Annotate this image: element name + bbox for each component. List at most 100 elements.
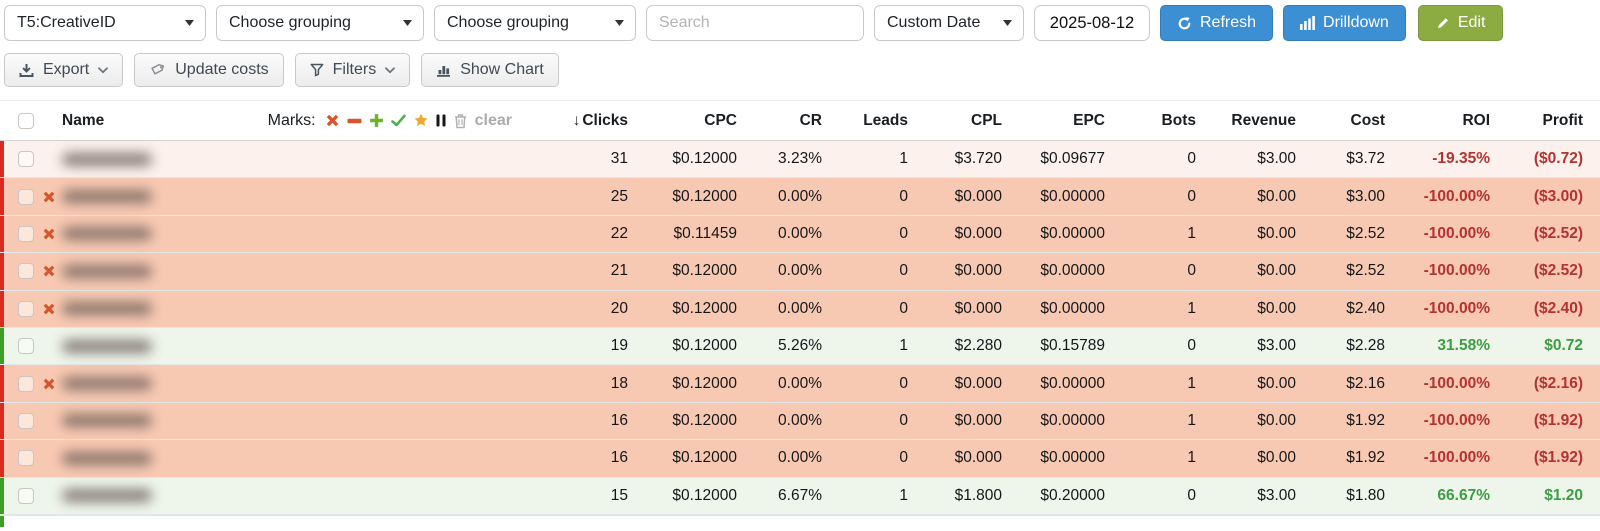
date-range-select[interactable]: Custom Date [874,5,1024,41]
date-input[interactable] [1034,5,1150,41]
cell-revenue: $0.00 [1257,374,1296,392]
cell-clicks: 16 [610,449,628,467]
refresh-button[interactable]: Refresh [1160,5,1274,41]
row-checkbox[interactable] [18,450,34,467]
grouping-select-1[interactable]: T5:CreativeID [4,5,206,41]
row-mark-slot [42,377,62,391]
cell-revenue: $0.00 [1257,411,1296,429]
trash-icon[interactable] [453,113,468,129]
chevron-down-icon [185,20,194,26]
marks-label: Marks: [267,111,316,129]
update-costs-button[interactable]: Update costs [134,53,284,87]
row-name-redacted[interactable] [62,227,152,241]
table-row: 16 $0.12000 0.00% 0 $0.000 $0.00000 1 $0… [0,440,1600,478]
select-all-checkbox[interactable] [18,112,34,129]
table-body: 31 $0.12000 3.23% 1 $3.720 $0.09677 0 $3… [0,141,1600,515]
row-name-redacted[interactable] [62,451,152,465]
row-checkbox[interactable] [18,412,34,429]
export-button[interactable]: Export [4,53,124,87]
table-row-partial [0,514,1600,527]
cell-clicks: 31 [610,150,628,168]
row-name-redacted[interactable] [62,414,152,428]
column-header-cost[interactable]: Cost [1350,111,1385,129]
row-name-redacted[interactable] [62,339,152,353]
row-mark-slot [42,451,62,465]
row-checkbox[interactable] [18,263,34,280]
cell-bots: 0 [1187,150,1196,168]
cell-cr: 0.00% [778,187,822,205]
cell-cr: 3.23% [778,150,822,168]
grouping-select-2[interactable]: Choose grouping [216,5,424,41]
drilldown-button[interactable]: Drilldown [1283,5,1406,41]
column-header-clicks[interactable]: ↓ Clicks [572,111,628,129]
grouping-select-3[interactable]: Choose grouping [434,5,636,41]
mark-x-icon[interactable] [325,113,340,128]
show-chart-button[interactable]: Show Chart [421,53,559,87]
row-name-redacted[interactable] [62,302,152,316]
cell-leads: 0 [899,224,908,242]
cell-epc: $0.00000 [1040,224,1105,242]
cell-leads: 0 [899,411,908,429]
chart-icon [437,66,451,77]
cell-revenue: $0.00 [1257,449,1296,467]
cell-clicks: 19 [610,337,628,355]
cell-cpc: $0.12000 [672,337,737,355]
column-header-epc[interactable]: EPC [1073,111,1105,129]
cell-clicks: 21 [610,262,628,280]
row-checkbox[interactable] [18,487,34,504]
chevron-down-icon [615,20,624,26]
cell-cpc: $0.12000 [672,374,737,392]
column-header-cr[interactable]: CR [799,111,822,129]
row-checkbox[interactable] [18,375,34,392]
column-header-bots[interactable]: Bots [1161,111,1196,129]
column-header-name[interactable]: Name [62,111,105,129]
cell-bots: 1 [1187,449,1196,467]
top-toolbar: T5:CreativeID Choose grouping Choose gro… [4,5,1600,41]
mark-star-icon[interactable] [413,113,429,128]
row-name-redacted[interactable] [62,264,152,278]
search-input[interactable] [646,5,864,41]
row-checkbox[interactable] [18,188,34,205]
x-mark-icon [43,265,55,277]
filters-button[interactable]: Filters [294,53,411,87]
clear-marks-link[interactable]: clear [474,111,512,129]
drilldown-label: Drilldown [1323,14,1389,31]
cell-cpl: $2.280 [954,337,1002,355]
row-name-redacted[interactable] [62,190,152,204]
row-checkbox[interactable] [18,338,34,355]
cell-profit: ($2.16) [1533,374,1583,392]
column-header-profit[interactable]: Profit [1542,111,1583,129]
mark-minus-icon[interactable] [347,118,362,124]
cell-revenue: $0.00 [1257,299,1296,317]
column-header-roi[interactable]: ROI [1462,111,1490,129]
cell-cpl: $0.000 [954,187,1002,205]
cell-cpl: $3.720 [954,150,1002,168]
cell-epc: $0.09677 [1040,150,1105,168]
edit-button[interactable]: Edit [1417,5,1504,41]
cell-leads: 0 [899,187,908,205]
cell-cr: 0.00% [778,449,822,467]
row-checkbox[interactable] [18,300,34,317]
cell-roi: -100.00% [1423,374,1490,392]
row-name-redacted[interactable] [62,377,152,391]
mark-check-icon[interactable] [390,114,406,127]
row-checkbox[interactable] [18,151,34,168]
pencil-icon [1437,18,1448,29]
cell-epc: $0.00000 [1040,449,1105,467]
table-row: 15 $0.12000 6.67% 1 $1.800 $0.20000 0 $3… [0,477,1600,515]
table-row: 20 $0.12000 0.00% 0 $0.000 $0.00000 1 $0… [0,290,1600,328]
table-row: 19 $0.12000 5.26% 1 $2.280 $0.15789 0 $3… [0,327,1600,366]
row-name-redacted[interactable] [62,152,152,166]
cell-leads: 1 [899,486,908,504]
column-header-leads[interactable]: Leads [863,111,908,129]
cell-cost: $3.72 [1346,150,1385,168]
column-header-cpc[interactable]: CPC [704,111,737,129]
cell-leads: 0 [899,299,908,317]
column-header-revenue[interactable]: Revenue [1231,111,1296,129]
row-checkbox[interactable] [18,225,34,242]
mark-plus-icon[interactable] [369,113,384,128]
table-row: 16 $0.12000 0.00% 0 $0.000 $0.00000 1 $0… [0,402,1600,441]
row-name-redacted[interactable] [62,489,152,503]
column-header-cpl[interactable]: CPL [971,111,1002,129]
mark-pause-icon[interactable] [436,114,446,127]
